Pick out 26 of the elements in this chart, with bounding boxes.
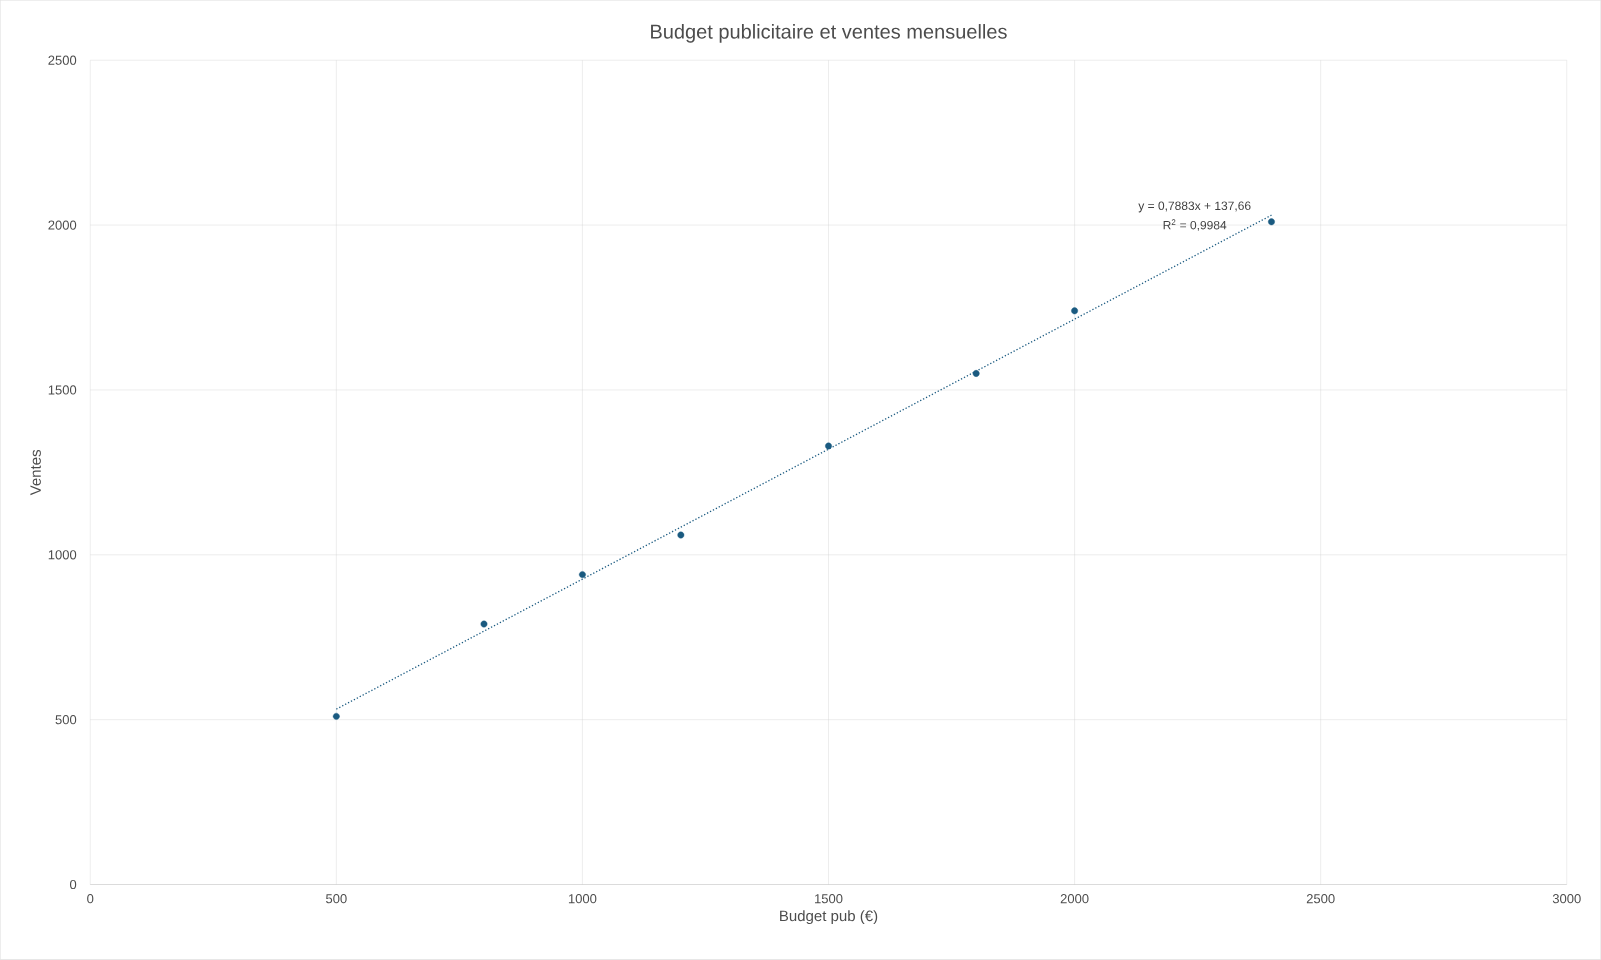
y-tick-label: 500 [55, 715, 77, 725]
y-tick-label: 0 [69, 880, 77, 890]
point [332, 713, 340, 720]
point [972, 370, 980, 377]
x-tick-label: 2000 [1060, 894, 1089, 904]
x-axis-title: Budget pub (€) [780, 910, 878, 925]
point [480, 620, 488, 628]
x-tick-label: 1000 [568, 894, 597, 904]
x-tick-label: 3000 [1552, 894, 1581, 904]
annotation: y = 0,7883x + 137,66 [1138, 201, 1251, 213]
y-tick-label: 1000 [48, 550, 77, 560]
point [677, 531, 685, 539]
y-tick-label: 2000 [48, 220, 77, 230]
point [1268, 218, 1275, 226]
annotation: R$^{2}$ = 0,9984 [1163, 219, 1227, 231]
x-tick-label: 500 [326, 894, 347, 904]
y-tick-label: 2500 [48, 55, 77, 65]
point [579, 571, 586, 579]
chart-title: Budget publicitaire et ventes mensuelles [651, 24, 1007, 43]
point [1071, 307, 1078, 315]
x-tick-label: 0 [87, 894, 94, 904]
y-axis-title: Ventes [30, 450, 41, 496]
point [825, 442, 832, 450]
x-tick-label: 1500 [815, 894, 843, 904]
x-tick-label: 2500 [1306, 894, 1335, 904]
y-tick-label: 1500 [48, 385, 77, 395]
